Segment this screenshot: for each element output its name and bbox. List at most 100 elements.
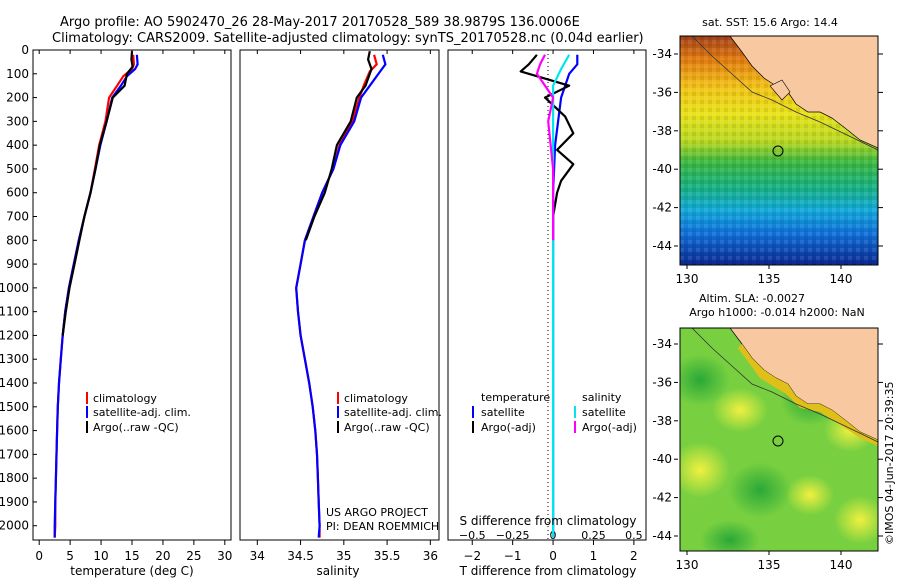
y-tick-label: 1800	[0, 471, 29, 485]
lat-tick-label: -34	[652, 337, 672, 351]
y-tick-label: 1100	[0, 305, 29, 319]
lon-tick-label: 140	[830, 558, 853, 572]
salinity-x-ticks: 34 34.5 35 35.5 36	[250, 50, 438, 563]
lat-tick-label: -42	[652, 491, 672, 505]
sla-anomaly	[680, 442, 730, 498]
y-tick-label: 200	[6, 91, 29, 105]
sst-map-title: sat. SST: 15.6 Argo: 14.4	[702, 16, 838, 29]
difference-panel: −2 −1 0 1 2 −0.5 −0.25 0 0.25 0.5 S difference f…	[447, 49, 647, 578]
x2-tick-label: −0.25	[496, 529, 530, 542]
legend-label-s-satellite: satellite	[582, 406, 626, 419]
x-tick-label: 30	[217, 549, 232, 563]
y-tick-label: 1400	[0, 376, 29, 390]
y-tick-label: 1300	[0, 352, 29, 366]
legend-label-satellite: satellite-adj. clim.	[93, 406, 191, 419]
legend-label-climatology: climatology	[344, 392, 408, 405]
difference-xlabel: T difference from climatology	[459, 564, 637, 578]
lat-tick-label: -42	[652, 201, 672, 215]
y-tick-label: 300	[6, 114, 29, 128]
gulf-inlet	[769, 79, 791, 101]
lat-tick-label: -44	[652, 239, 672, 253]
sla-lat-ticks: -34 -36 -38 -40 -42 -44	[652, 337, 883, 543]
temperature-x-ticks: 0 5 10 15 20 25 30	[35, 50, 232, 563]
y-tick-label: 1600	[0, 424, 29, 438]
x2-tick-label: 0.25	[581, 529, 606, 542]
lat-tick-label: -40	[652, 162, 672, 176]
continental-shelf-contour	[691, 328, 878, 443]
x-tick-label: 35	[336, 549, 351, 563]
legend-label-t-argo: Argo(-adj)	[481, 421, 536, 434]
salinity-xlabel: salinity	[316, 564, 359, 578]
coastal-band	[738, 344, 878, 446]
temperature-xlabel: temperature (deg C)	[70, 564, 193, 578]
x-tick-label: 0	[549, 549, 557, 563]
lat-tick-label: -34	[652, 47, 672, 61]
series-line-argo-raw-qc-	[304, 50, 373, 241]
depth-y-ticks: 0 100 200 300 400 500 600 700 800 900 1000 1100 1200…	[0, 43, 37, 533]
lon-tick-label: 140	[830, 272, 853, 286]
continental-shelf-contour	[691, 36, 878, 151]
sla-map-subtitle: Argo h1000: -0.014 h2000: NaN	[689, 306, 865, 319]
sst-map: sat. SST: 15.6 Argo: 14.4 -34 -36 -38 -40 -4…	[652, 16, 883, 286]
land-mass	[729, 36, 878, 149]
x-tick-label: 15	[124, 549, 139, 563]
header-title: Argo profile: AO 5902470_26 28-May-2017 …	[60, 15, 580, 30]
sla-lon-ticks: 130 135 140	[676, 551, 853, 572]
lon-tick-label: 135	[758, 272, 781, 286]
lat-tick-label: -36	[652, 375, 672, 389]
lat-tick-label: -38	[652, 124, 672, 138]
sla-anomaly	[834, 496, 878, 544]
y-tick-label: 0	[21, 43, 29, 57]
temperature-series	[53, 51, 139, 538]
salinity-series	[295, 50, 387, 538]
x-tick-label: 1	[590, 549, 598, 563]
sla-anomaly	[680, 354, 730, 406]
header-subtitle: Climatology: CARS2009. Satellite-adjuste…	[52, 31, 644, 46]
y-tick-label: 100	[6, 67, 29, 81]
y-tick-label: 1700	[0, 447, 29, 461]
imos-timestamp: ©IMOS 04-Jun-2017 20:39:35	[883, 381, 896, 545]
footer-project: US ARGO PROJECT	[326, 506, 428, 519]
x2-tick-label: 0.5	[625, 529, 643, 542]
lon-tick-label: 135	[758, 558, 781, 572]
legend-title-temperature: temperature	[481, 391, 550, 404]
difference-legend: temperature satellite Argo(-adj) salinit…	[472, 391, 637, 434]
series-line-climatology	[295, 54, 378, 538]
series-line-argo-adj-	[519, 54, 575, 241]
x-tick-label: 0	[35, 549, 43, 563]
y-tick-label: 1900	[0, 495, 29, 509]
y-tick-label: 400	[6, 138, 29, 152]
legend-label-climatology: climatology	[93, 392, 157, 405]
sla-map-frame	[679, 327, 879, 552]
lon-tick-label: 130	[676, 272, 699, 286]
difference-plot-frame	[447, 49, 647, 541]
salinity-panel: 34 34.5 35 35.5 36 salinity climatology sate…	[239, 49, 442, 578]
x-tick-label: 35.5	[374, 549, 401, 563]
lat-tick-label: -40	[652, 452, 672, 466]
difference-x-ticks: −2 −1 0 1 2	[463, 50, 638, 563]
series-line-satellite-adj-clim-	[295, 54, 387, 538]
y-tick-label: 2000	[0, 519, 29, 533]
sla-anomaly	[728, 462, 792, 518]
legend-label-t-satellite: satellite	[481, 406, 525, 419]
sla-map-title: Altim. SLA: -0.0027	[699, 292, 805, 305]
x-tick-label: 34.5	[287, 549, 314, 563]
lon-tick-label: 130	[676, 558, 699, 572]
x-tick-label: 2	[630, 549, 638, 563]
legend-label-argo: Argo(..raw -QC)	[344, 421, 430, 434]
sst-lat-ticks: -34 -36 -38 -40 -42 -44	[652, 47, 883, 253]
salinity-legend: climatology satellite-adj. clim. Argo(..…	[337, 392, 442, 434]
y-tick-label: 900	[6, 257, 29, 271]
y-tick-label: 600	[6, 186, 29, 200]
series-line-argo-adj-	[535, 54, 555, 241]
sst-map-frame	[679, 35, 879, 266]
temperature-legend: climatology satellite-adj. clim. Argo(..…	[86, 392, 191, 434]
y-tick-label: 800	[6, 233, 29, 247]
x-tick-label: −2	[463, 549, 481, 563]
sst-lon-ticks: 130 135 140	[676, 265, 853, 286]
difference-x2label: S difference from climatology	[460, 514, 637, 528]
x-tick-label: 34	[250, 549, 265, 563]
sla-anomaly	[786, 475, 834, 515]
x-tick-label: 10	[93, 549, 108, 563]
